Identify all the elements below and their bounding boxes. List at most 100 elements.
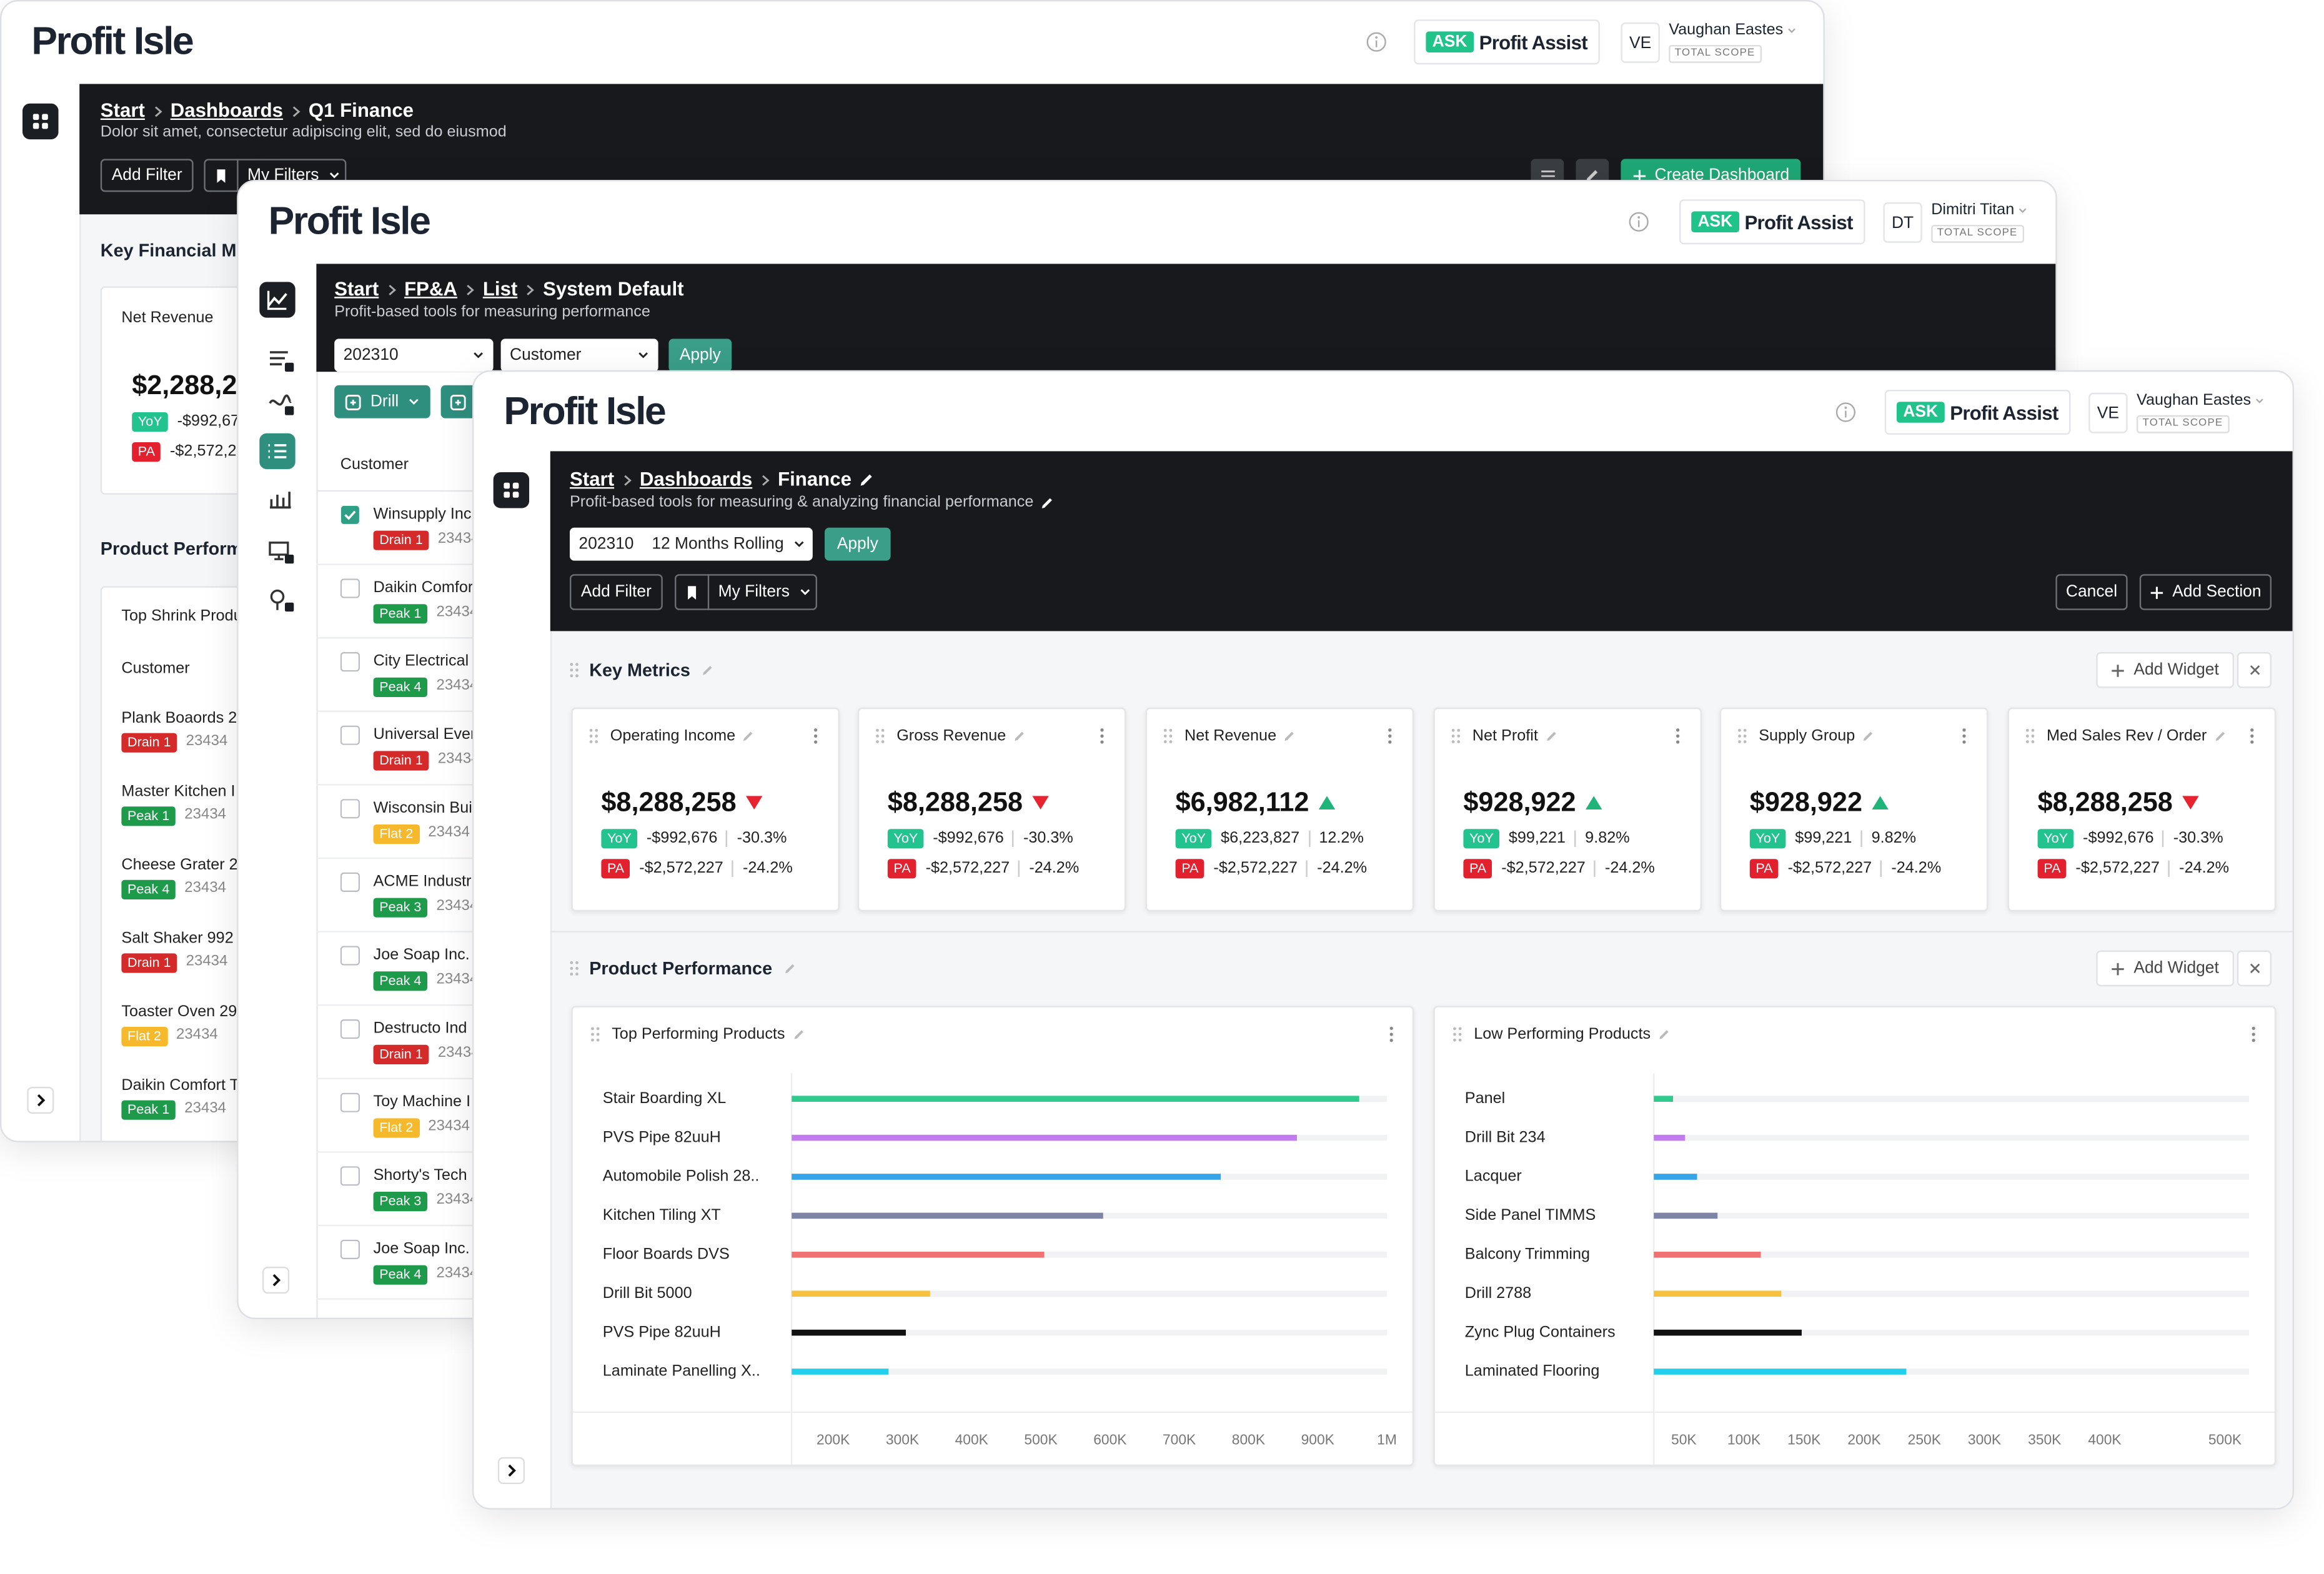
dashboard-icon[interactable]	[493, 472, 530, 508]
row-name[interactable]: Shorty's Tech	[373, 1166, 467, 1185]
row-checkbox[interactable]	[340, 799, 360, 819]
info-icon[interactable]	[1628, 211, 1649, 232]
apply-button[interactable]: Apply	[825, 527, 891, 561]
row-name[interactable]: Universal Ever	[373, 726, 476, 744]
nav-icon[interactable]	[267, 588, 294, 612]
edit-icon[interactable]	[1862, 730, 1874, 742]
kebab-menu[interactable]	[1961, 727, 1967, 745]
drag-handle[interactable]	[1453, 1027, 1462, 1042]
edit-icon[interactable]	[1013, 730, 1025, 742]
edit-icon[interactable]	[2214, 730, 2226, 742]
row-name[interactable]: Toy Machine I	[373, 1093, 471, 1111]
edit-icon[interactable]	[743, 730, 755, 742]
apply-button[interactable]: Apply	[668, 339, 732, 372]
assist-button[interactable]: ASK Profit Assist	[1414, 19, 1600, 65]
row-checkbox[interactable]	[340, 578, 360, 598]
edit-icon[interactable]	[1041, 495, 1055, 509]
drag-handle[interactable]	[1738, 728, 1747, 743]
info-icon[interactable]	[1835, 402, 1857, 423]
row-name[interactable]: ACME Industr	[373, 873, 472, 891]
add-widget-button[interactable]: Add Widget	[2096, 950, 2235, 987]
edit-icon[interactable]	[1284, 730, 1296, 742]
cancel-button[interactable]: Cancel	[2055, 574, 2128, 610]
period-select[interactable]: 202310	[334, 339, 494, 372]
remove-section-button[interactable]	[2237, 652, 2272, 688]
expand-button[interactable]	[497, 1457, 525, 1484]
add-filter-button[interactable]: Add Filter	[570, 574, 663, 610]
breadcrumb-link[interactable]: Start	[570, 467, 615, 490]
add-filter-button[interactable]: Add Filter	[100, 159, 194, 192]
nav-icon[interactable]	[267, 486, 294, 510]
user-avatar[interactable]: DT	[1883, 202, 1922, 243]
row-name[interactable]: Master Kitchen I	[121, 783, 236, 801]
drill-button[interactable]: Drill	[334, 385, 430, 418]
edit-icon[interactable]	[793, 1028, 805, 1040]
breadcrumb-link[interactable]: Dashboards	[170, 99, 284, 122]
nav-icon[interactable]	[267, 348, 294, 372]
row-name[interactable]: Joe Soap Inc.	[373, 1240, 470, 1259]
remove-section-button[interactable]	[2237, 950, 2272, 987]
row-checkbox[interactable]	[340, 1166, 360, 1186]
add-section-button[interactable]: Add Section	[2139, 574, 2272, 610]
row-checkbox[interactable]	[340, 1019, 360, 1039]
row-name[interactable]: City Electrical	[373, 652, 469, 671]
row-checkbox[interactable]	[340, 652, 360, 672]
drag-handle[interactable]	[591, 1027, 600, 1042]
breadcrumb-link[interactable]: Start	[334, 277, 379, 300]
row-checkbox[interactable]	[340, 725, 360, 745]
row-name[interactable]: Plank Boaords 2	[121, 709, 237, 728]
drag-handle[interactable]	[1163, 728, 1173, 743]
row-name[interactable]: Winsupply Inc	[373, 505, 472, 524]
expand-button[interactable]	[27, 1087, 54, 1114]
nav-icon[interactable]	[259, 282, 295, 318]
drag-handle[interactable]	[2025, 728, 2035, 743]
breadcrumb-link[interactable]: Start	[100, 99, 145, 122]
my-filters-button[interactable]: My Filters	[675, 574, 817, 610]
row-checkbox[interactable]	[340, 1239, 360, 1259]
row-name[interactable]: Salt Shaker 992	[121, 929, 234, 948]
edit-icon[interactable]	[702, 664, 714, 676]
user-avatar[interactable]: VE	[1621, 22, 1660, 63]
edit-icon[interactable]	[1546, 730, 1557, 742]
drag-handle[interactable]	[570, 961, 579, 976]
breadcrumb-link[interactable]: FP&A	[404, 277, 458, 300]
user-menu[interactable]: Vaughan Eastes	[2137, 391, 2265, 409]
row-name[interactable]: Joe Soap Inc.	[373, 946, 470, 964]
kebab-menu[interactable]	[1675, 727, 1681, 745]
row-name[interactable]: Daikin Comfor	[373, 578, 474, 597]
edit-icon[interactable]	[784, 963, 796, 974]
row-name[interactable]: Toaster Oven 29	[121, 1003, 237, 1021]
row-checkbox[interactable]	[340, 1092, 360, 1112]
dimension-select[interactable]: Customer	[500, 339, 658, 372]
kebab-menu[interactable]	[2250, 1026, 2257, 1044]
info-icon[interactable]	[1366, 31, 1387, 52]
edit-icon[interactable]	[859, 472, 874, 487]
period-select[interactable]: 202310 12 Months Rolling	[570, 527, 813, 561]
breadcrumb-link[interactable]: List	[482, 277, 518, 300]
user-avatar[interactable]: VE	[2088, 392, 2128, 433]
row-name[interactable]: Cheese Grater 2	[121, 856, 238, 874]
kebab-menu[interactable]	[2249, 727, 2255, 745]
row-checkbox[interactable]	[340, 946, 360, 966]
assist-button[interactable]: ASK Profit Assist	[1884, 390, 2071, 435]
breadcrumb-link[interactable]: Dashboards	[639, 467, 753, 490]
row-checkbox[interactable]	[340, 505, 360, 525]
kebab-menu[interactable]	[1099, 727, 1105, 745]
expand-button[interactable]	[262, 1267, 290, 1294]
dashboard-icon[interactable]	[22, 103, 59, 140]
add-widget-button[interactable]: Add Widget	[2096, 652, 2235, 688]
drag-handle[interactable]	[876, 728, 885, 743]
kebab-menu[interactable]	[1388, 1026, 1394, 1044]
kebab-menu[interactable]	[813, 727, 819, 745]
row-checkbox[interactable]	[340, 872, 360, 892]
drag-handle[interactable]	[589, 728, 598, 743]
kebab-menu[interactable]	[1387, 727, 1393, 745]
drag-handle[interactable]	[1451, 728, 1461, 743]
nav-icon[interactable]	[267, 391, 294, 415]
nav-icon[interactable]	[267, 540, 294, 564]
row-name[interactable]: Daikin Comfort T	[121, 1076, 239, 1095]
nav-icon[interactable]	[259, 433, 295, 470]
user-menu[interactable]: Dimitri Titan	[1931, 201, 2028, 219]
drag-handle[interactable]	[570, 663, 579, 678]
row-name[interactable]: Wisconsin Bui	[373, 799, 472, 818]
